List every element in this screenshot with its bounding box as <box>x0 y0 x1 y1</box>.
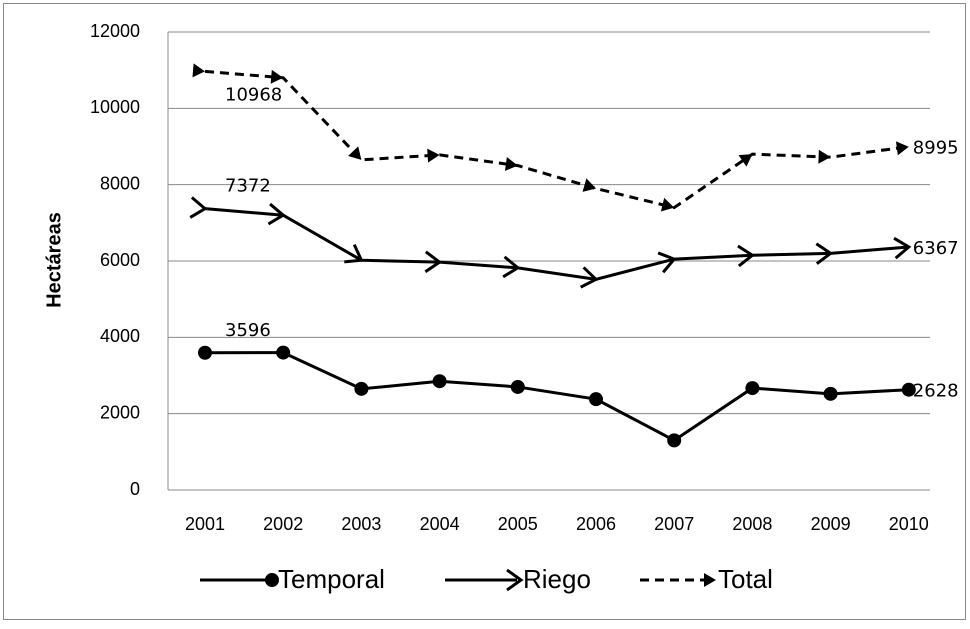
data-label: 7372 <box>225 176 271 197</box>
legend-label: Riego <box>523 564 591 594</box>
y-tick-label: 10000 <box>90 97 140 117</box>
point-marker <box>344 243 364 264</box>
point-marker <box>815 242 834 265</box>
y-tick-label: 8000 <box>100 173 140 193</box>
point-marker <box>348 146 362 160</box>
series-line <box>204 207 909 281</box>
point-marker <box>582 178 597 192</box>
point-marker <box>424 250 443 274</box>
point-marker <box>510 379 525 394</box>
y-tick-label: 2000 <box>100 402 140 422</box>
legend-marker <box>265 573 279 587</box>
data-label: 10968 <box>225 84 282 105</box>
point-marker <box>432 374 447 389</box>
point-marker <box>270 69 284 84</box>
x-tick-label: 2005 <box>498 514 538 534</box>
x-tick-label: 2004 <box>420 514 460 534</box>
data-label: 2628 <box>913 381 959 402</box>
x-tick-label: 2003 <box>341 514 381 534</box>
point-marker <box>189 196 208 219</box>
point-marker <box>427 148 440 163</box>
point-marker <box>276 345 291 360</box>
point-marker <box>745 381 760 396</box>
x-tick-label: 2010 <box>889 514 929 534</box>
y-tick-label: 4000 <box>100 326 140 346</box>
point-marker <box>589 392 603 407</box>
point-marker <box>354 381 369 396</box>
point-marker <box>667 433 682 448</box>
point-marker <box>504 157 518 171</box>
y-tick-label: 6000 <box>100 250 140 270</box>
y-axis-title: Hectáreas <box>43 212 65 308</box>
data-label: 6367 <box>913 238 959 259</box>
data-label: 3596 <box>225 320 271 341</box>
data-label: 8995 <box>913 138 959 159</box>
point-marker <box>192 63 206 78</box>
y-tick-label: 0 <box>130 479 140 499</box>
x-tick-label: 2006 <box>576 514 616 534</box>
point-marker <box>901 382 916 397</box>
x-tick-label: 2002 <box>263 514 303 534</box>
x-tick-label: 2007 <box>654 514 694 534</box>
x-tick-label: 2009 <box>811 514 851 534</box>
chart-border <box>3 3 966 620</box>
point-marker <box>893 236 912 260</box>
point-marker <box>738 154 753 167</box>
point-marker <box>657 251 677 274</box>
point-marker <box>818 149 831 164</box>
point-marker <box>823 386 838 401</box>
y-tick-label: 12000 <box>90 21 140 41</box>
point-marker <box>502 255 521 279</box>
series-line <box>204 351 909 443</box>
legend-marker <box>704 573 716 587</box>
legend-marker <box>506 568 524 592</box>
point-marker <box>267 202 286 226</box>
legend-label: Temporal <box>278 564 385 594</box>
point-marker <box>737 244 755 268</box>
point-marker <box>198 345 212 360</box>
point-marker <box>660 197 675 212</box>
x-tick-label: 2001 <box>185 514 225 534</box>
point-marker <box>895 141 909 156</box>
x-tick-label: 2008 <box>732 514 772 534</box>
series-line <box>204 69 909 210</box>
legend-label: Total <box>718 564 773 594</box>
point-marker <box>580 266 599 289</box>
